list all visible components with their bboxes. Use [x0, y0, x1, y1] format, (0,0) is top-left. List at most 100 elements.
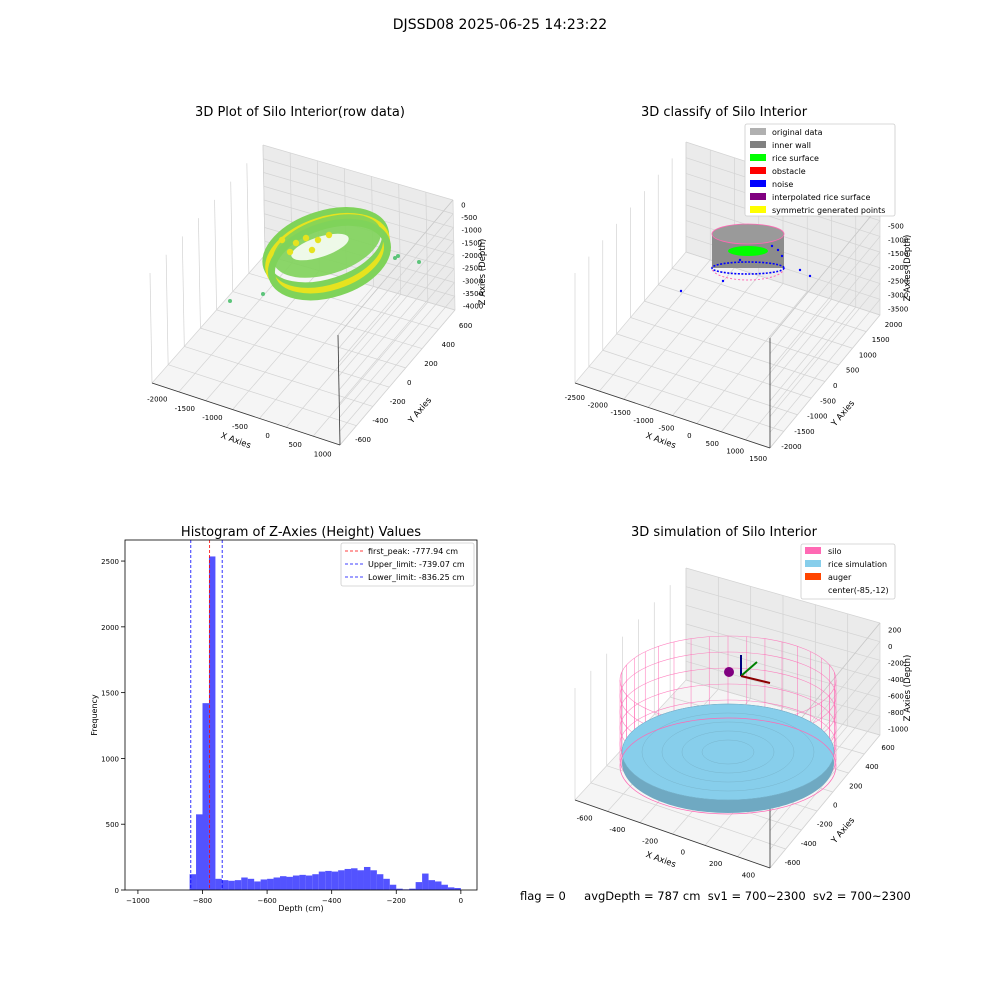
legend-swatch	[750, 154, 766, 161]
y-tick-label: -600	[355, 436, 371, 444]
sv1-range: sv1 = 700~2300	[707, 889, 806, 903]
x-tick-label: 0	[687, 432, 691, 440]
histogram-bar	[228, 880, 235, 890]
silo-bottom-ring	[619, 717, 837, 815]
grid-line	[149, 272, 153, 384]
rice-mesh	[621, 703, 835, 801]
rice-surface-points	[728, 246, 768, 256]
y-tick-label: -400	[372, 417, 388, 425]
legend-swatch	[805, 573, 821, 580]
grid-line	[602, 349, 798, 416]
histogram-bar	[415, 882, 423, 890]
histogram-bar	[215, 878, 222, 890]
legend-label: rice simulation	[828, 560, 887, 569]
grid-line	[214, 199, 217, 310]
z-tick-label: -2000	[462, 252, 482, 260]
z-axis-label: Z Axies (Depth)	[903, 235, 913, 302]
grid-line	[181, 236, 185, 347]
x-axis-label: X Axies	[219, 431, 252, 451]
grid-line	[165, 254, 169, 365]
legend-label: noise	[772, 180, 793, 189]
scan-point	[308, 246, 316, 254]
outlier-point	[228, 299, 232, 303]
grid-line	[337, 213, 454, 349]
grid-line	[339, 309, 456, 446]
y-axis-label: Y Axies	[406, 395, 434, 426]
grid-line	[200, 327, 390, 388]
y-tick-label: 500	[846, 367, 859, 375]
y-tick-label: 1000	[101, 755, 119, 763]
x-tick-label: -400	[609, 826, 625, 834]
legend-label: center(-85,-12)	[828, 586, 889, 595]
x-tick-label: 200	[709, 860, 722, 868]
legend-swatch	[750, 141, 766, 148]
histogram-bar	[299, 874, 306, 890]
x-tick-label: −1000	[126, 897, 150, 905]
y-tick-label: -500	[820, 397, 836, 405]
rice-mesh	[661, 721, 795, 783]
y-tick-label: 1500	[872, 336, 890, 344]
grid-line	[338, 227, 454, 363]
y-axis-label: Frequency	[90, 694, 99, 736]
floor-pane	[152, 255, 455, 445]
chart-title: Histogram of Z-Axies (Height) Values	[181, 525, 421, 540]
y-tick-label: 600	[881, 744, 894, 752]
y-tick-label: -2000	[781, 443, 801, 451]
silo-simulation	[619, 635, 837, 815]
histogram-bar	[292, 875, 300, 890]
grid-line	[151, 254, 266, 384]
y-tick-label: 2500	[101, 558, 119, 566]
histogram-bar	[325, 870, 332, 890]
z-tick-label: -2500	[462, 265, 482, 273]
grid-line	[769, 236, 881, 370]
grid-line	[685, 586, 881, 643]
z-axis-line	[337, 199, 454, 336]
z-tick-label: -1500	[888, 250, 908, 258]
histogram-bar	[338, 870, 345, 890]
y-axis-line	[337, 334, 341, 446]
z-tick-label: 0	[461, 201, 465, 209]
histogram-bar	[312, 874, 319, 890]
z-tick-label: -200	[888, 660, 904, 668]
z-tick-label: -1000	[888, 725, 908, 733]
legend-frame	[340, 542, 475, 587]
noise-ring	[711, 261, 785, 275]
chart-title: 3D classify of Silo Interior	[641, 105, 808, 120]
histogram-bar	[254, 881, 261, 890]
x-tick-label: -600	[577, 814, 593, 822]
histogram-bar	[196, 814, 203, 890]
chart-title: 3D simulation of Silo Interior	[631, 525, 818, 540]
y-tick-label: 600	[459, 322, 472, 330]
x-tick-label: 400	[742, 872, 755, 880]
grid-line	[286, 294, 401, 428]
histogram-bar	[208, 556, 216, 890]
outlier-point	[417, 260, 421, 264]
classify-legend: original data inner wall rice surface obsta…	[744, 123, 896, 217]
grid-line	[588, 366, 784, 432]
grid-line	[769, 734, 881, 869]
z-tick-label: -3000	[888, 292, 908, 300]
x-tick-label: −200	[387, 897, 406, 905]
histogram-bar	[428, 880, 436, 890]
grid-line	[232, 291, 423, 349]
x-tick-label: −400	[322, 897, 341, 905]
histogram-bar	[286, 876, 293, 890]
x-tick-label: -1500	[175, 405, 195, 413]
z-tick-label: -2000	[888, 264, 908, 272]
legend-swatch	[750, 167, 766, 174]
grid-line	[259, 286, 374, 419]
grid-line	[769, 283, 881, 417]
y-tick-label: 500	[106, 821, 119, 829]
grid-line	[769, 220, 881, 354]
grid-line	[685, 604, 881, 661]
grid-line	[685, 679, 881, 736]
grid-line	[338, 241, 455, 377]
histogram-bar	[383, 878, 390, 890]
histogram-bar	[409, 888, 416, 890]
grid-line	[685, 567, 881, 624]
legend-swatch	[750, 180, 766, 187]
histogram-bar	[280, 876, 287, 890]
y-tick-label: -1500	[794, 428, 814, 436]
histogram-panel: −1000 −800 −600 −400 −200 0 0 500 1000 1500 2000 25…	[90, 539, 478, 913]
